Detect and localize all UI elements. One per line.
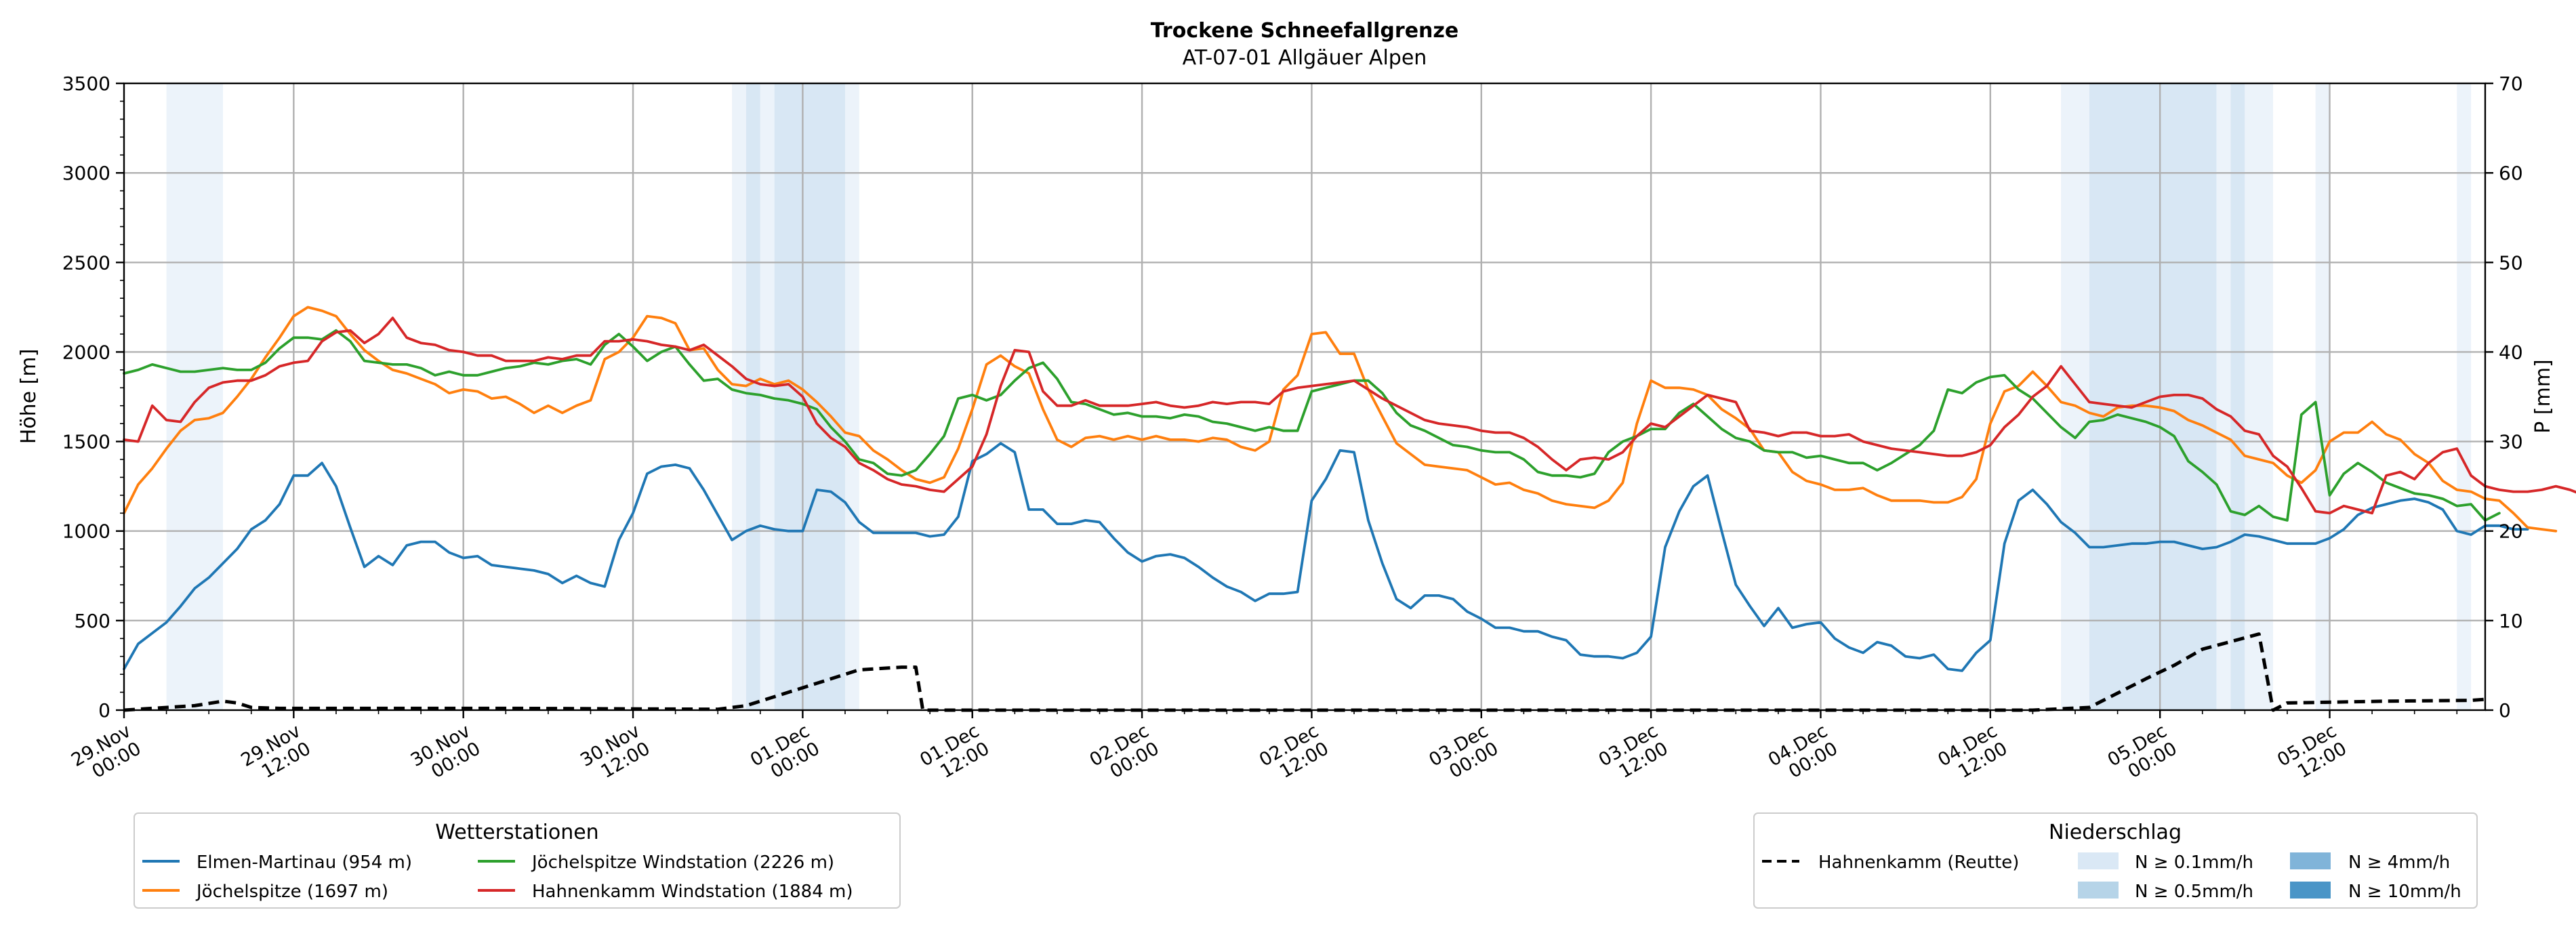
chart-subtitle: AT-07-01 Allgäuer Alpen	[1183, 46, 1427, 70]
y-axis-label: Höhe [m]	[17, 349, 41, 445]
y2-tick-label-1: 10	[2499, 610, 2523, 632]
legend-label-n10: N ≥ 10mm/h	[2348, 882, 2461, 902]
precip-band-10	[2245, 83, 2274, 710]
legend-stations-box	[134, 812, 901, 909]
y-tick-label-3: 1500	[62, 431, 110, 453]
precipitation-bands	[166, 83, 2472, 710]
legend-label-elmen: Elmen-Martinau (954 m)	[197, 852, 412, 873]
legend-label-n05: N ≥ 0.5mm/h	[2135, 882, 2253, 902]
legend-swatch-n01	[2078, 852, 2119, 869]
y2-tick-label-4: 40	[2499, 341, 2523, 363]
y-tick-label-5: 2500	[62, 251, 110, 274]
series-line-2	[123, 329, 2501, 522]
y2-axis-label: P [mm]	[2531, 359, 2555, 433]
plot-frame	[123, 82, 2487, 711]
legend-label-n01: N ≥ 0.1mm/h	[2135, 852, 2253, 873]
legend-precipitation: Niederschlag Hahnenkamm (Reutte) N ≥ 0.1…	[1753, 812, 2478, 909]
y2-tick-label-6: 60	[2499, 162, 2523, 184]
y-tick-label-0: 0	[98, 699, 110, 722]
grid-lines	[124, 83, 2485, 710]
precip-band-8	[2216, 83, 2231, 710]
legend-label-joechelspitze: Jöchelspitze (1697 m)	[195, 882, 388, 902]
precip-band-0	[166, 83, 224, 710]
precip-band-12	[2457, 83, 2472, 710]
y-tick-label-1: 500	[75, 610, 110, 632]
series-lines	[123, 306, 2576, 712]
y2-tick-label-0: 0	[2499, 699, 2511, 722]
y2-tick-label-2: 20	[2499, 520, 2523, 543]
precip-band-5	[844, 83, 859, 710]
y-tick-label-6: 3000	[62, 162, 110, 184]
legend-swatch-n05	[2078, 882, 2119, 899]
precip-band-11	[2315, 83, 2330, 710]
legend-stations-title: Wetterstationen	[435, 821, 598, 844]
precip-band-2	[745, 83, 760, 710]
y-tick-label-7: 3500	[62, 73, 110, 95]
y-tick-label-2: 1000	[62, 520, 110, 543]
legend-stations: Wetterstationen Elmen-Martinau (954 m) J…	[134, 812, 901, 909]
legend-label-n4: N ≥ 4mm/h	[2348, 852, 2450, 873]
legend-label-joechelspitze-wind: Jöchelspitze Windstation (2226 m)	[531, 852, 834, 873]
legend-swatch-n4	[2290, 852, 2331, 869]
series-line-1	[123, 306, 2558, 533]
y2-tick-label-5: 50	[2499, 251, 2523, 274]
legend-swatch-n10	[2290, 882, 2331, 899]
precip-band-1	[732, 83, 746, 710]
series-line-3	[123, 316, 2576, 515]
chart-title: Trockene Schneefallgrenze	[1151, 19, 1458, 43]
y2-tick-label-7: 70	[2499, 73, 2523, 95]
legend-label-reutte: Hahnenkamm (Reutte)	[1818, 852, 2019, 873]
left-axis: 0 500 1000 1500 2000 2500 3000 3500	[62, 73, 124, 722]
legend-precipitation-title: Niederschlag	[2049, 821, 2182, 844]
right-axis: 0 10 20 30 40 50 60 70	[2485, 73, 2523, 722]
legend-label-hahnenkamm-wind: Hahnenkamm Windstation (1884 m)	[532, 882, 853, 902]
series-line-0	[123, 442, 2529, 672]
y2-tick-label-3: 30	[2499, 431, 2523, 453]
precip-band-9	[2230, 83, 2245, 710]
y-tick-label-4: 2000	[62, 341, 110, 363]
